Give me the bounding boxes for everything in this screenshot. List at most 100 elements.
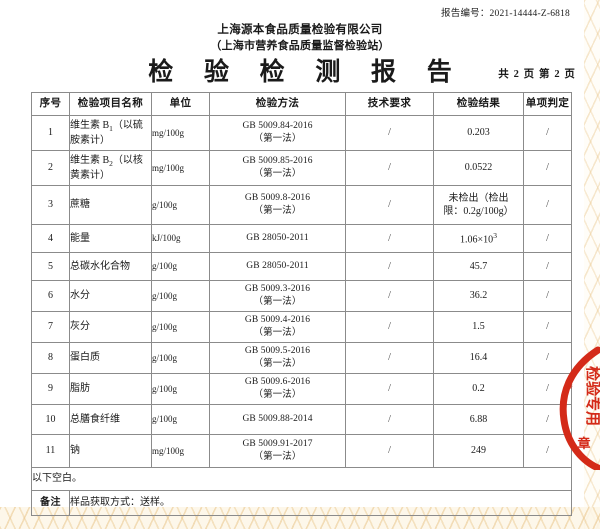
cell-method: GB 5009.88-2014	[209, 404, 346, 435]
cell-requirement: /	[345, 185, 434, 225]
cell-item: 总膳食纤维	[69, 404, 152, 435]
cell-method: GB 5009.91-2017 （第一法）	[209, 434, 346, 468]
col-header-result: 检验结果	[433, 92, 524, 116]
cell-judgement: /	[523, 115, 572, 151]
table-row: 11 钠 mg/100g GB 5009.91-2017 （第一法） / 249 …	[31, 434, 572, 468]
cell-unit: g/100g	[151, 342, 210, 374]
blank-note-row: 以下空白。	[31, 467, 572, 491]
table-row: 2 维生素 B2（以核黄素计） mg/100g GB 5009.85-2016 （…	[31, 150, 572, 186]
cell-judgement: /	[523, 404, 572, 435]
cell-no: 7	[31, 311, 70, 343]
cell-item-pre: 维生素 B	[70, 154, 110, 166]
cell-no: 1	[31, 115, 70, 151]
cell-item-pre: 维生素 B	[70, 119, 110, 131]
cell-unit: kJ/100g	[151, 224, 210, 253]
table-row: 6 水分 g/100g GB 5009.3-2016 （第一法） / 36.2 /	[31, 280, 572, 312]
cell-method: GB 5009.85-2016 （第一法）	[209, 150, 346, 186]
cell-method: GB 28050-2011	[209, 252, 346, 281]
organization-block: 上海源本食品质量检验有限公司 （上海市营养食品质量监督检验站）	[0, 22, 600, 55]
cell-method-line1: GB 5009.6-2016	[244, 377, 311, 388]
remark-value: 样品获取方式：送样。	[69, 490, 572, 516]
table-row: 3 蔗糖 g/100g GB 5009.8-2016 （第一法） / 未检出（检出…	[31, 185, 572, 225]
cell-unit: mg/100g	[151, 434, 210, 468]
cell-unit: g/100g	[151, 280, 210, 312]
table-row: 10 总膳食纤维 g/100g GB 5009.88-2014 / 6.88 /	[31, 404, 572, 435]
table-row: 7 灰分 g/100g GB 5009.4-2016 （第一法） / 1.5 /	[31, 311, 572, 343]
cell-method: GB 28050-2011	[209, 224, 346, 253]
cell-result: 249	[433, 434, 524, 468]
cell-no: 11	[31, 434, 70, 468]
col-header-judgement: 单项判定	[523, 92, 572, 116]
table-row: 4 能量 kJ/100g GB 28050-2011 / 1.06×103 /	[31, 224, 572, 253]
inspection-results-table: 序号 检验项目名称 单位 检验方法 技术要求 检验结果 单项判定 1 维生素 B…	[31, 92, 572, 516]
cell-unit: g/100g	[151, 252, 210, 281]
remark-label: 备注	[31, 490, 70, 516]
cell-item-post: （以核黄素计）	[70, 154, 143, 181]
cell-item: 灰分	[69, 311, 152, 343]
cell-unit: g/100g	[151, 311, 210, 343]
cell-result-base: 1.06×10	[460, 233, 494, 245]
cell-result-line2: 限：0.2g/100g）	[443, 206, 514, 217]
cell-judgement: /	[523, 342, 572, 374]
cell-result-line1: 未检出（检出	[448, 192, 509, 204]
cell-result-exponent: 3	[493, 230, 497, 240]
page-count: 共 2 页 第 2 页	[498, 69, 576, 80]
svg-text:章: 章	[577, 436, 590, 452]
organization-name: 上海源本食品质量检验有限公司	[217, 24, 383, 36]
col-header-unit: 单位	[151, 92, 210, 116]
results-table-wrap: 序号 检验项目名称 单位 检验方法 技术要求 检验结果 单项判定 1 维生素 B…	[31, 92, 572, 516]
cell-requirement: /	[345, 342, 434, 374]
cell-method-line2: （第一法）	[253, 297, 302, 307]
table-row: 1 维生素 B1（以硫胺素计） mg/100g GB 5009.84-2016 （…	[31, 115, 572, 151]
cell-method-line1: GB 5009.84-2016	[242, 121, 313, 132]
document-title: 检 验 检 测 报 告	[148, 57, 463, 86]
remark-row: 备注 样品获取方式：送样。	[31, 490, 572, 516]
cell-item: 维生素 B2（以核黄素计）	[69, 150, 152, 186]
cell-unit: g/100g	[151, 404, 210, 435]
cell-result: 未检出（检出 限：0.2g/100g）	[433, 185, 524, 225]
cell-method-line1: GB 5009.91-2017	[242, 439, 313, 450]
cell-requirement: /	[345, 434, 434, 468]
cell-no: 8	[31, 342, 70, 374]
cell-method-line1: GB 5009.85-2016	[242, 156, 313, 167]
cell-result: 16.4	[433, 342, 524, 374]
cell-method: GB 5009.84-2016 （第一法）	[209, 115, 346, 151]
cell-item-subscript: 1	[109, 123, 113, 133]
cell-judgement: /	[523, 185, 572, 225]
cell-item: 能量	[69, 224, 152, 253]
table-row: 9 脂肪 g/100g GB 5009.6-2016 （第一法） / 0.2 /	[31, 373, 572, 405]
cell-requirement: /	[345, 224, 434, 253]
cell-no: 10	[31, 404, 70, 435]
cell-method-line1: GB 5009.8-2016	[244, 193, 311, 204]
table-row: 8 蛋白质 g/100g GB 5009.5-2016 （第一法） / 16.4 …	[31, 342, 572, 374]
cell-method-line2: （第一法）	[253, 452, 302, 462]
cell-method-line2: （第一法）	[253, 169, 302, 179]
cell-item: 维生素 B1（以硫胺素计）	[69, 115, 152, 151]
blank-note: 以下空白。	[31, 467, 572, 491]
cell-item-post: （以硫胺素计）	[70, 119, 143, 146]
cell-method-line1: GB 5009.3-2016	[244, 284, 311, 295]
svg-text:检验专用: 检验专用	[584, 366, 600, 426]
cell-no: 2	[31, 150, 70, 186]
cell-requirement: /	[345, 252, 434, 281]
cell-item: 总碳水化合物	[69, 252, 152, 281]
cell-item-subscript: 2	[109, 158, 113, 168]
cell-requirement: /	[345, 311, 434, 343]
cell-requirement: /	[345, 404, 434, 435]
cell-judgement: /	[523, 373, 572, 405]
cell-result: 0.0522	[433, 150, 524, 186]
cell-judgement: /	[523, 224, 572, 253]
cell-requirement: /	[345, 115, 434, 151]
cell-result: 0.203	[433, 115, 524, 151]
cell-requirement: /	[345, 280, 434, 312]
cell-method-line2: （第一法）	[253, 328, 302, 338]
cell-unit: g/100g	[151, 373, 210, 405]
table-header-row: 序号 检验项目名称 单位 检验方法 技术要求 检验结果 单项判定	[31, 92, 572, 116]
cell-result: 0.2	[433, 373, 524, 405]
cell-result: 45.7	[433, 252, 524, 281]
title-row: 检 验 检 测 报 告 共 2 页 第 2 页	[0, 57, 600, 87]
col-header-no: 序号	[31, 92, 70, 116]
cell-result: 1.06×103	[433, 224, 524, 253]
cell-method-line2: （第一法）	[253, 359, 302, 369]
